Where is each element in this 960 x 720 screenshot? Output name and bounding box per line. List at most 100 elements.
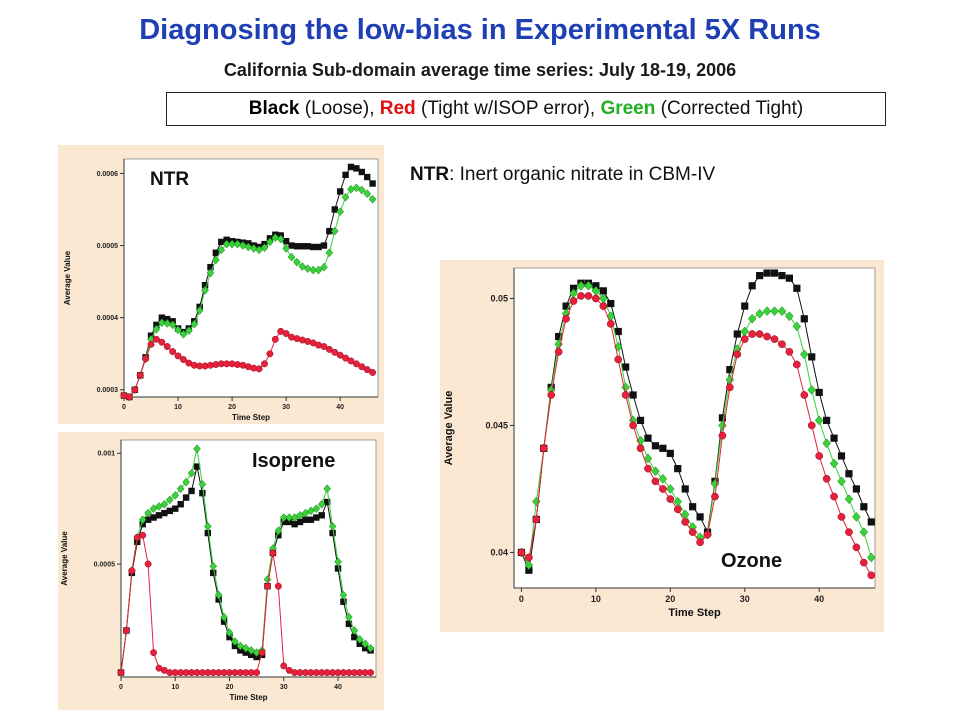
isoprene-point-black (356, 640, 363, 647)
ntr-point-black (218, 238, 225, 246)
ntr-point-green (293, 257, 301, 267)
ntr-x-tick-label: 30 (282, 404, 290, 411)
ozone-x-tick-label: 20 (665, 594, 675, 604)
ozone-point-black (666, 449, 674, 457)
ntr-x-tick-label: 10 (174, 404, 182, 411)
ozone-point-green (658, 473, 668, 484)
ozone-point-red (651, 477, 660, 486)
slide-title: Diagnosing the low-bias in Experimental … (139, 14, 821, 46)
ozone-point-red (539, 444, 548, 453)
ntr-point-black (158, 314, 166, 321)
isoprene-point-black (161, 509, 168, 517)
isoprene-point-green (317, 499, 326, 509)
isoprene-point-green (328, 522, 337, 531)
ozone-point-green (807, 385, 817, 395)
ozone-point-red (517, 548, 526, 557)
ozone-point-red (748, 330, 757, 338)
isoprene-point-black (193, 463, 201, 470)
isoprene-point-green (231, 637, 239, 646)
ozone-point-red (703, 530, 712, 539)
ozone-point-black (867, 518, 875, 526)
ntr-point-black (320, 242, 328, 249)
ozone-point-black (815, 388, 823, 397)
ozone-point-green (822, 438, 831, 449)
ozone-point-green (792, 321, 802, 332)
ntr-point-green (195, 306, 204, 315)
ntr-point-green (320, 262, 328, 272)
isoprene-point-green (296, 510, 304, 520)
isoprene-point-black (237, 647, 244, 654)
isoprene-point-red (144, 560, 152, 568)
isoprene-point-black (231, 642, 239, 650)
ozone-x-tick-label: 0 (519, 594, 524, 604)
isoprene-point-green (176, 484, 185, 494)
ntr-y-tick-label: 0.0003 (97, 387, 119, 394)
ozone-point-red (815, 452, 824, 460)
isoprene-point-red (258, 649, 266, 657)
isoprene-point-black (166, 507, 174, 515)
ozone-y-tick-label: 0.05 (490, 294, 508, 304)
ozone-point-black (651, 442, 660, 450)
isoprene-point-black (313, 514, 320, 521)
isoprene-point-black (340, 598, 347, 605)
ozone-point-red (733, 350, 742, 359)
isoprene-point-green (225, 628, 234, 638)
ntr-point-red (163, 343, 171, 350)
ozone-point-green (770, 306, 779, 317)
ntr-y-tick-label: 0.0006 (97, 171, 119, 178)
ntr-point-black (299, 243, 306, 250)
isoprene-point-black (215, 596, 222, 603)
ozone-x-tick-label: 30 (740, 594, 750, 604)
ozone-series-red (517, 292, 876, 580)
isoprene-point-red (253, 669, 261, 677)
ntr-point-red (174, 352, 182, 360)
isoprene-point-green (290, 513, 299, 522)
ntr-plot-area (123, 158, 379, 398)
ozone-point-black (674, 465, 682, 473)
ozone-point-red (859, 558, 868, 567)
ntr-point-red (266, 350, 274, 358)
ozone-point-black (852, 485, 860, 493)
ozone-point-red (614, 355, 623, 364)
isoprene-point-red (128, 567, 136, 575)
isoprene-point-green (198, 479, 207, 489)
isoprene-point-green (307, 506, 315, 516)
ozone-point-red (778, 340, 786, 349)
ntr-point-green (276, 234, 285, 244)
ntr-point-black (363, 173, 371, 181)
isoprene-point-black (248, 651, 255, 659)
isoprene-point-green (274, 526, 283, 536)
ozone-point-black (778, 272, 786, 280)
ntr-point-black (309, 243, 317, 251)
ozone-point-red (681, 518, 690, 526)
ntr-point-red (169, 348, 177, 356)
ozone-point-red (592, 294, 600, 303)
ozone-point-black (808, 353, 816, 361)
ozone-point-red (770, 335, 779, 343)
ozone-point-green (859, 527, 869, 538)
ozone-point-red (726, 383, 734, 392)
isoprene-y-axis-title: Average Value (60, 531, 69, 586)
ozone-point-red (525, 553, 533, 562)
ozone-point-black (599, 287, 607, 295)
ozone-point-red (822, 474, 831, 483)
legend-green-desc: (Corrected Tight) (655, 98, 804, 119)
ntr-point-green (222, 239, 231, 249)
ozone-point-green (799, 349, 809, 360)
ntr-point-red (352, 360, 360, 368)
isoprene-point-black (323, 498, 331, 506)
ozone-point-black (770, 269, 779, 277)
ntr-point-black (331, 206, 338, 213)
isoprene-point-green (301, 508, 310, 518)
ntr-point-red (331, 348, 339, 356)
ozone-point-green (837, 476, 846, 487)
ozone-point-red (696, 538, 704, 547)
isoprene-point-black (280, 518, 287, 526)
ozone-point-red (673, 505, 682, 514)
isoprene-x-tick-label: 20 (226, 684, 234, 691)
isoprene-point-black (351, 633, 358, 641)
isoprene-point-black (302, 516, 309, 523)
isoprene-point-green (193, 444, 201, 454)
isoprene-point-green (171, 490, 180, 500)
isoprene-point-red (367, 669, 375, 677)
